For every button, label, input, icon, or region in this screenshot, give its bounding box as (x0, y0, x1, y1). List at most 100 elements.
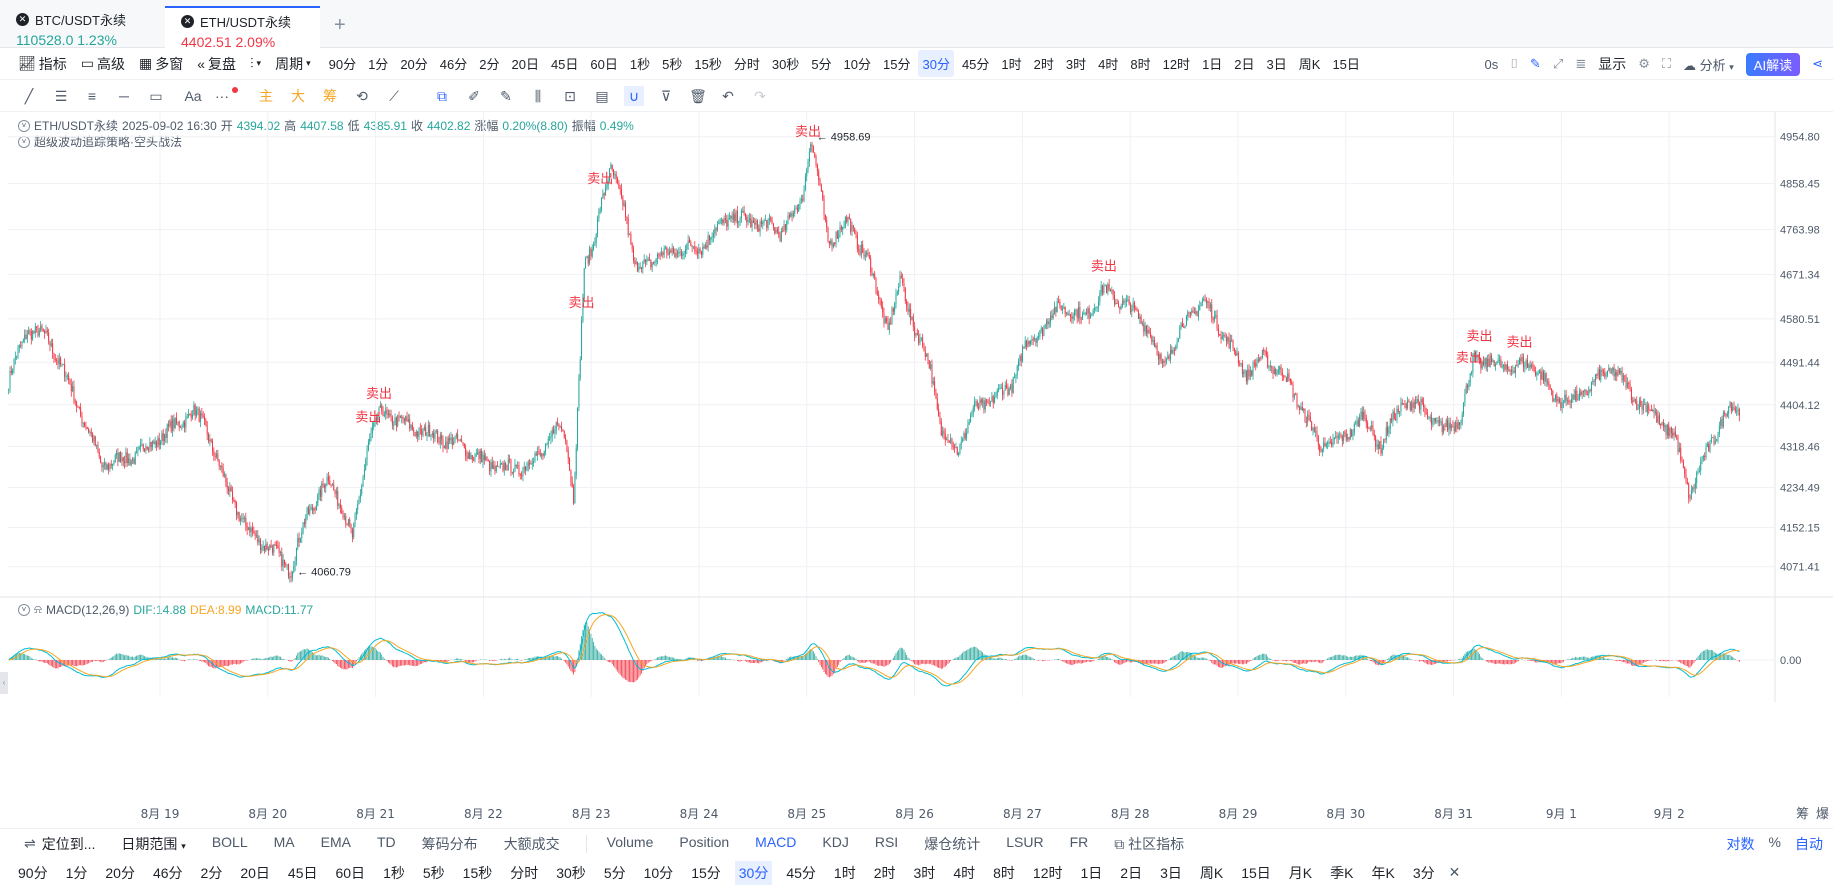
advanced-button[interactable]: ▭ 高级 (81, 54, 125, 74)
lock-icon[interactable]: ⊡ (564, 87, 576, 104)
log-scale-toggle[interactable]: 对数 (1726, 835, 1755, 852)
bottom-period-option-0[interactable]: 90分 (18, 864, 48, 881)
display-button[interactable]: 显示 (1598, 56, 1627, 72)
period-option-10[interactable]: 15秒 (694, 57, 722, 72)
bottom-period-option-7[interactable]: 60日 (335, 864, 366, 881)
bottom-period-option-6[interactable]: 45日 (287, 864, 318, 881)
candles-icon[interactable]: ⫼ (534, 87, 542, 104)
trash-icon[interactable]: 🗑︎ (689, 87, 707, 104)
bottom-period-option-11[interactable]: 分时 (510, 864, 539, 881)
sub-indicator-option-3[interactable]: KDJ (822, 833, 849, 850)
bottom-period-option-29[interactable]: 月K (1288, 864, 1313, 881)
chart-area[interactable]: ˅ ETH/USDT永续 2025-09-02 16:30 开 4394.02 高… (0, 112, 1833, 822)
auto-scale-toggle[interactable]: 自动 (1795, 835, 1823, 852)
indicator-option-0[interactable]: BOLL (211, 833, 248, 850)
tab-eth[interactable]: ✕ ETH/USDT永续 4402.51 2.09% (165, 6, 320, 50)
period-option-19[interactable]: 2时 (1033, 57, 1054, 72)
redo-icon[interactable]: ↷ (754, 87, 766, 104)
bottom-period-option-16[interactable]: 30分 (734, 860, 773, 885)
bottom-period-option-5[interactable]: 20日 (240, 864, 270, 881)
period-option-3[interactable]: 46分 (439, 57, 468, 72)
period-option-16[interactable]: 30分 (918, 50, 954, 77)
candle-type-button[interactable]: ⫶ ▾ (250, 55, 261, 72)
coin-close-icon[interactable]: ✕ (16, 13, 29, 26)
date-range-button[interactable]: 日期范围 ▾ (121, 834, 185, 854)
bottom-period-option-13[interactable]: 5分 (603, 864, 626, 881)
locate-button[interactable]: 定位到... (41, 835, 96, 852)
period-option-20[interactable]: 3时 (1065, 57, 1087, 72)
bell-icon[interactable]: ⍾ (34, 602, 42, 616)
period-option-17[interactable]: 45分 (961, 57, 990, 72)
period-option-26[interactable]: 3日 (1266, 57, 1287, 72)
camera-icon[interactable]: ⌷ (1510, 56, 1519, 71)
undo-icon[interactable]: ↶ (722, 87, 734, 104)
fullscreen-icon[interactable]: ⛶ (1661, 56, 1671, 71)
bottom-period-option-23[interactable]: 12时 (1032, 864, 1063, 881)
bottom-period-option-26[interactable]: 3日 (1160, 864, 1182, 881)
sub-indicator-option-5[interactable]: 爆仓统计 (924, 835, 981, 852)
bottom-period-option-22[interactable]: 8时 (993, 864, 1015, 881)
bottom-period-option-18[interactable]: 1时 (833, 864, 856, 881)
expand-icon[interactable]: ⤢ (1552, 56, 1564, 71)
period-option-13[interactable]: 5分 (811, 57, 832, 72)
bottom-period-option-8[interactable]: 1秒 (383, 864, 405, 881)
bottom-period-option-21[interactable]: 4时 (953, 864, 976, 881)
copy-icon[interactable]: ⧉ (437, 87, 447, 104)
period-option-12[interactable]: 30秒 (771, 57, 800, 72)
collapse-icon[interactable]: ˅ (18, 119, 30, 132)
bottom-period-option-4[interactable]: 2分 (200, 864, 223, 881)
chou-label[interactable]: 筹 (1796, 806, 1810, 821)
bottom-period-option-27[interactable]: 周K (1199, 864, 1224, 881)
main-toggle[interactable]: 主 (259, 88, 273, 104)
bottom-period-option-14[interactable]: 10分 (643, 864, 674, 881)
bottom-period-option-24[interactable]: 1日 (1080, 864, 1103, 881)
hide-drawings-icon[interactable]: ⟋ (389, 87, 399, 104)
bottom-period-option-9[interactable]: 5秒 (422, 864, 445, 881)
period-option-18[interactable]: 1时 (1001, 57, 1022, 72)
period-option-7[interactable]: 60日 (590, 57, 618, 72)
period-option-15[interactable]: 15分 (883, 57, 911, 72)
pen-icon[interactable]: ✎ (1530, 56, 1541, 71)
bottom-period-option-12[interactable]: 30秒 (556, 864, 586, 881)
collapse-icon[interactable]: ˅ (18, 603, 30, 616)
more-tools[interactable]: ··· (215, 88, 229, 104)
percent-scale-toggle[interactable]: % (1768, 833, 1781, 850)
sub-indicator-option-0[interactable]: Volume (606, 833, 654, 850)
bottom-period-option-25[interactable]: 2日 (1120, 864, 1143, 881)
bottom-period-option-30[interactable]: 季K (1330, 864, 1354, 881)
replay-button[interactable]: «复盘 (197, 54, 236, 74)
ai-button[interactable]: AI解读 (1745, 52, 1801, 76)
community-button[interactable]: ⧉ 社区指标 (1114, 834, 1184, 854)
coin-close-icon[interactable]: ✕ (181, 15, 194, 28)
chip-toggle[interactable]: 筹 (323, 88, 337, 104)
indicator-option-1[interactable]: MA (273, 833, 295, 850)
period-option-6[interactable]: 45日 (550, 57, 579, 72)
bottom-period-option-28[interactable]: 15日 (1241, 864, 1271, 881)
indicator-option-3[interactable]: TD (376, 833, 396, 850)
period-option-27[interactable]: 周K (1298, 57, 1321, 72)
period-option-22[interactable]: 8时 (1130, 57, 1151, 72)
bottom-period-option-19[interactable]: 2时 (873, 864, 896, 881)
parallel-lines-icon[interactable]: ☰ (54, 87, 68, 104)
sub-indicator-option-7[interactable]: FR (1069, 833, 1089, 850)
indicator-option-4[interactable]: 筹码分布 (421, 835, 478, 852)
period-option-28[interactable]: 15日 (1332, 57, 1360, 72)
layers-icon[interactable]: ≣ (1575, 56, 1587, 71)
add-tab-icon[interactable]: + (334, 14, 346, 36)
period-dropdown[interactable]: 周期 ▾ (275, 54, 311, 74)
period-option-1[interactable]: 1分 (368, 57, 389, 72)
bottom-period-option-17[interactable]: 45分 (786, 864, 816, 881)
close-icon[interactable]: ✕ (1448, 864, 1461, 880)
period-option-8[interactable]: 1秒 (629, 57, 651, 72)
period-option-2[interactable]: 20分 (400, 57, 428, 72)
period-option-14[interactable]: 10分 (843, 57, 872, 72)
big-toggle[interactable]: 大 (291, 88, 305, 104)
fib-lines-icon[interactable]: ≡ (87, 88, 97, 104)
multi-window-button[interactable]: ▦ 多窗 (139, 54, 183, 74)
analysis-button[interactable]: ☁ 分析 ▾ (1683, 55, 1734, 74)
indicator-button[interactable]: 📈︎ 指标 (18, 54, 67, 74)
horizontal-line-icon[interactable]: ─ (119, 88, 129, 104)
sub-indicator-option-6[interactable]: LSUR (1006, 833, 1044, 850)
sub-indicator-option-1[interactable]: Position (679, 833, 730, 850)
gear-icon[interactable]: ⚙ (1638, 56, 1650, 71)
